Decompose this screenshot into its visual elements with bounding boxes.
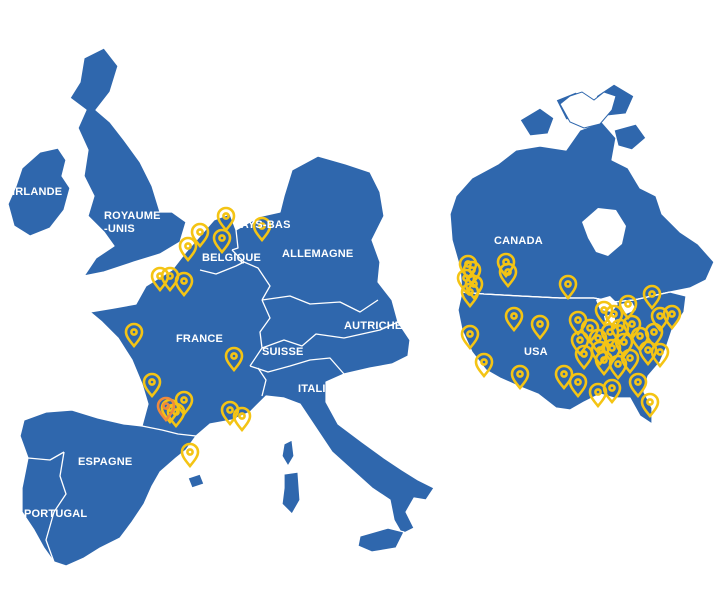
island-corsica <box>281 439 295 467</box>
location-marker-icon[interactable] <box>174 271 194 298</box>
location-marker-icon[interactable] <box>180 442 200 469</box>
label-royaume-unis-line2: -UNIS <box>104 223 135 235</box>
location-marker-icon[interactable] <box>620 348 640 375</box>
europe-map <box>7 47 435 567</box>
location-marker-icon[interactable] <box>638 340 658 367</box>
label-france: FRANCE <box>176 333 224 345</box>
location-marker-icon[interactable] <box>178 236 198 263</box>
location-marker-icon[interactable] <box>568 310 588 337</box>
location-marker-icon[interactable] <box>614 332 634 359</box>
location-marker-icon[interactable] <box>212 228 232 255</box>
location-marker-icon[interactable] <box>510 364 530 391</box>
location-marker-icon[interactable] <box>498 262 518 289</box>
location-marker-icon[interactable] <box>662 304 682 331</box>
location-marker-icon[interactable] <box>474 352 494 379</box>
location-marker-icon[interactable] <box>190 222 210 249</box>
label-espagne: ESPAGNE <box>78 456 133 468</box>
label-belgique: BELGIQUE <box>202 252 262 264</box>
location-marker-icon[interactable] <box>252 216 272 243</box>
location-marker-icon[interactable] <box>224 346 244 373</box>
europe-borders <box>27 229 399 563</box>
location-marker-icon[interactable] <box>142 372 162 399</box>
location-pins <box>124 206 682 469</box>
region-canada[interactable] <box>449 121 715 303</box>
location-marker-icon[interactable] <box>608 354 628 381</box>
location-marker-icon[interactable] <box>460 324 480 351</box>
location-marker-icon[interactable] <box>574 344 594 371</box>
location-marker-icon[interactable] <box>640 392 660 419</box>
island-sicily <box>357 527 405 553</box>
location-marker-icon[interactable] <box>558 274 578 301</box>
label-allemagne: ALLEMAGNE <box>282 248 354 260</box>
location-marker-icon[interactable] <box>216 206 236 233</box>
label-irlande: IRLANDE <box>12 186 63 198</box>
label-suisse: SUISSE <box>262 346 304 358</box>
label-royaume-unis-line1: ROYAUME <box>104 210 161 222</box>
location-marker-icon[interactable] <box>644 322 664 349</box>
label-autriche: AUTRICHE <box>344 320 403 332</box>
location-marker-icon[interactable] <box>618 294 638 321</box>
location-marker-icon[interactable] <box>602 378 622 405</box>
location-marker-icon[interactable] <box>588 382 608 409</box>
hudson-bay <box>582 208 626 256</box>
location-marker-icon[interactable] <box>568 372 588 399</box>
location-marker-icon[interactable] <box>504 306 524 333</box>
label-royaume-unis: ROYAUME -UNIS <box>104 210 161 236</box>
location-marker-icon[interactable] <box>156 396 176 423</box>
region-great-britain[interactable] <box>69 47 187 277</box>
location-marker-icon[interactable] <box>124 322 144 349</box>
location-marker-icon[interactable] <box>460 282 480 309</box>
greenland <box>559 91 617 129</box>
north-america-map <box>449 83 715 425</box>
label-canada: CANADA <box>494 235 543 247</box>
island-mallorca <box>187 473 205 489</box>
location-marker-icon[interactable] <box>530 314 550 341</box>
location-marker-icon[interactable] <box>650 342 670 369</box>
island-sardinia <box>281 471 301 515</box>
location-marker-icon[interactable] <box>642 284 662 311</box>
location-marker-icon[interactable] <box>220 400 240 427</box>
label-usa: USA <box>524 346 548 358</box>
location-marker-icon[interactable] <box>628 372 648 399</box>
label-pays-bas: PAYS-BAS <box>234 219 291 231</box>
label-italie: ITALIE <box>298 383 334 395</box>
region-ireland[interactable] <box>7 147 71 237</box>
label-portugal: PORTUGAL <box>24 508 88 520</box>
location-marker-icon[interactable] <box>232 406 252 433</box>
